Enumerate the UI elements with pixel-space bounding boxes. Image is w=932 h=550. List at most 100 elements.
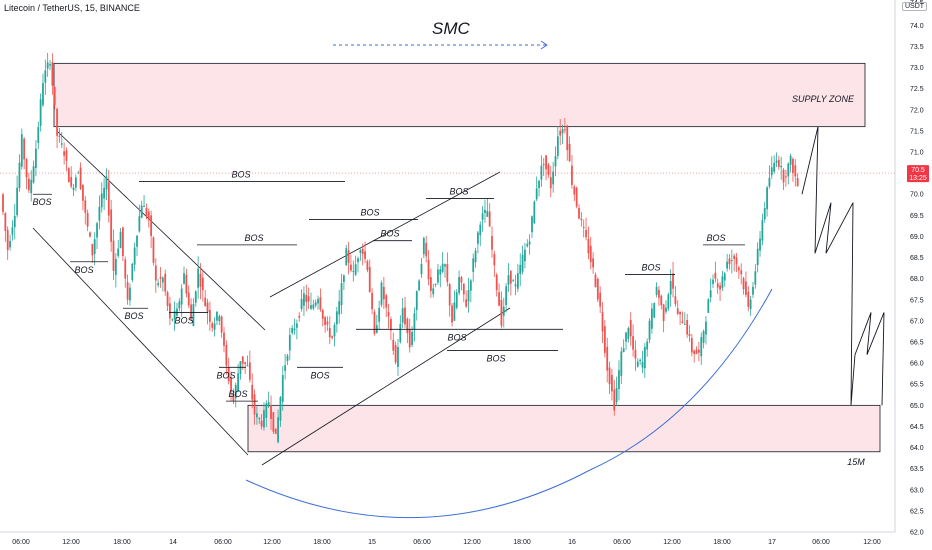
candle-body	[484, 209, 486, 214]
candle-body	[70, 176, 73, 187]
candle-body	[317, 299, 319, 304]
candle-body	[390, 319, 392, 331]
candle-body	[159, 277, 162, 279]
candle-body	[653, 303, 656, 318]
candle-body	[352, 270, 355, 272]
descending-channel-upper	[57, 131, 266, 331]
candle-body	[418, 280, 421, 291]
candle-body	[11, 227, 14, 235]
candle-body	[84, 200, 87, 213]
bos-label: BOS	[310, 370, 329, 380]
candle-body	[326, 321, 329, 325]
candle-body	[796, 178, 799, 187]
candle-body	[622, 348, 625, 353]
candle-body	[404, 307, 406, 325]
drawings	[32, 40, 885, 519]
candle-body	[686, 320, 689, 335]
candle-body	[683, 323, 686, 325]
y-tick-label: 73.5	[910, 44, 924, 51]
candle-body	[310, 305, 312, 309]
candle-body	[533, 201, 536, 224]
candle-body	[72, 187, 75, 191]
candle-body	[279, 397, 282, 421]
candle-body	[350, 264, 352, 271]
candle-body	[194, 291, 197, 303]
x-tick-label: 06:00	[812, 539, 830, 546]
candle-body	[453, 302, 456, 321]
candle-body	[479, 224, 482, 236]
bos-label: BOS	[244, 233, 263, 243]
candle-body	[303, 293, 305, 306]
x-tick-label: 18:00	[713, 539, 731, 546]
candle-body	[100, 193, 103, 208]
currency-badge[interactable]: USDT	[902, 2, 928, 11]
candle-body	[770, 167, 773, 176]
candle-body	[380, 282, 383, 305]
candle-body	[220, 316, 223, 333]
candle-body	[582, 226, 585, 228]
candle-body	[439, 269, 442, 275]
candle-body	[723, 273, 726, 281]
candle-body	[27, 178, 30, 191]
candle-body	[444, 264, 446, 267]
candle-body	[690, 338, 693, 353]
candle-body	[13, 215, 16, 228]
candle-body	[580, 218, 583, 221]
candle-body	[709, 290, 712, 298]
candle-body	[216, 311, 218, 321]
candle-body	[272, 412, 275, 432]
candle-body	[594, 274, 597, 288]
candle-body	[777, 159, 780, 167]
candle-body	[745, 281, 747, 295]
bos-label: BOS	[74, 265, 93, 275]
candle-body	[730, 260, 733, 262]
candle-body	[451, 305, 453, 323]
candle-body	[559, 130, 562, 136]
candle-body	[773, 162, 776, 172]
candle-body	[780, 165, 783, 168]
y-tick-label: 73.0	[910, 65, 924, 72]
candle-body	[201, 277, 204, 291]
candle-body	[549, 177, 552, 189]
candle-body	[792, 158, 794, 174]
candle-body	[178, 301, 181, 309]
candle-body	[472, 258, 475, 272]
candle-body	[305, 294, 308, 302]
candle-body	[335, 311, 338, 325]
bos-label: BOS	[216, 370, 235, 380]
candle-body	[698, 349, 700, 353]
candle-body	[425, 242, 428, 257]
candle-body	[307, 296, 310, 302]
candle-body	[385, 295, 388, 308]
x-tick-label: 18:00	[113, 539, 131, 546]
candle-body	[281, 375, 284, 402]
candle-body	[571, 165, 573, 185]
candle-body	[328, 327, 331, 338]
candle-body	[286, 355, 289, 361]
x-tick-label: 06:00	[613, 539, 631, 546]
y-tick-label: 62.5	[910, 508, 924, 515]
y-tick-label: 62.0	[910, 530, 924, 537]
candle-body	[131, 263, 134, 281]
current-price-badge	[907, 165, 929, 183]
candle-body	[636, 361, 639, 367]
candle-body	[660, 295, 663, 306]
candle-body	[232, 393, 235, 402]
candle-body	[241, 356, 244, 364]
candle-body	[340, 283, 343, 306]
candle-body	[347, 250, 350, 263]
candle-body	[535, 188, 538, 200]
candle-body	[599, 292, 602, 307]
candle-body	[650, 308, 653, 329]
candle-body	[44, 70, 47, 83]
projection-path	[801, 126, 885, 406]
candle-body	[143, 205, 145, 207]
y-tick-label: 66.0	[910, 361, 924, 368]
candle-body	[712, 279, 714, 284]
candle-body	[573, 186, 576, 195]
candle-body	[620, 351, 623, 376]
candle-body	[707, 299, 710, 313]
x-tick-label: 18:00	[513, 539, 531, 546]
